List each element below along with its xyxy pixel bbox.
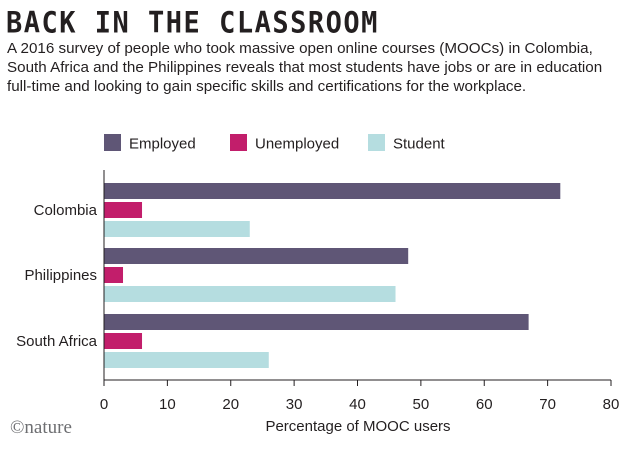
bar-south-africa-student bbox=[104, 352, 269, 368]
x-tick-label-50: 50 bbox=[413, 396, 430, 413]
bar-colombia-student bbox=[104, 221, 250, 237]
legend-swatch-unemployed bbox=[230, 134, 247, 151]
nature-logo: ©nature bbox=[10, 417, 72, 438]
bar-south-africa-employed bbox=[104, 314, 529, 330]
bar-philippines-unemployed bbox=[104, 267, 124, 283]
bars bbox=[104, 183, 561, 368]
legend: Employed Unemployed Student bbox=[104, 134, 446, 153]
chart-title: BACK IN THE CLASSROOM bbox=[6, 6, 379, 41]
category-labels: Colombia Philippines South Africa bbox=[16, 202, 98, 350]
category-label-south-africa: South Africa bbox=[16, 333, 98, 350]
x-axis-label: Percentage of MOOC users bbox=[265, 418, 450, 435]
category-label-philippines: Philippines bbox=[24, 267, 97, 284]
legend-swatch-employed bbox=[104, 134, 121, 151]
x-tick-label-30: 30 bbox=[286, 396, 303, 413]
x-tick-label-0: 0 bbox=[100, 396, 108, 413]
x-tick-label-10: 10 bbox=[159, 396, 176, 413]
chart-subtitle: A 2016 survey of people who took massive… bbox=[7, 40, 603, 96]
x-tick-label-80: 80 bbox=[603, 396, 620, 413]
x-axis: 0 10 20 30 40 50 60 70 80 bbox=[100, 170, 620, 413]
legend-label-unemployed: Unemployed bbox=[255, 136, 339, 153]
bar-philippines-employed bbox=[104, 248, 409, 264]
category-label-colombia: Colombia bbox=[34, 202, 98, 219]
bar-colombia-unemployed bbox=[104, 202, 143, 218]
legend-label-employed: Employed bbox=[129, 136, 196, 153]
legend-swatch-student bbox=[368, 134, 385, 151]
x-tick-label-20: 20 bbox=[222, 396, 239, 413]
bar-philippines-student bbox=[104, 286, 396, 302]
legend-label-student: Student bbox=[393, 136, 446, 153]
bar-south-africa-unemployed bbox=[104, 333, 143, 349]
x-tick-label-60: 60 bbox=[476, 396, 493, 413]
bar-colombia-employed bbox=[104, 183, 561, 199]
x-tick-label-40: 40 bbox=[349, 396, 366, 413]
x-tick-label-70: 70 bbox=[539, 396, 556, 413]
